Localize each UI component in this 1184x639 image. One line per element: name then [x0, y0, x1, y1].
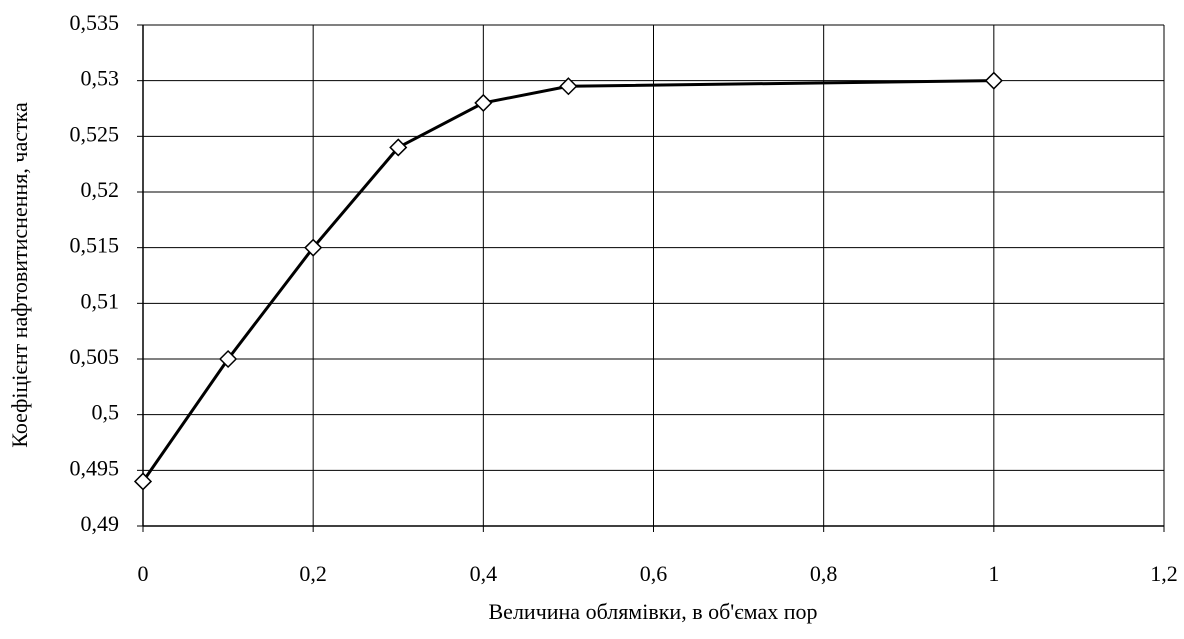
- x-tick-label: 0,6: [640, 561, 668, 586]
- y-tick-label: 0,52: [81, 177, 120, 202]
- y-tick-label: 0,5: [92, 400, 120, 425]
- y-axis-label: Коефіцієнт нафтовитиснення, частка: [7, 102, 32, 448]
- x-axis-label: Величина облямівки, в об'ємах пор: [489, 599, 818, 624]
- x-tick-label: 1: [988, 561, 999, 586]
- line: [141, 79, 994, 483]
- x-tick-label: 0,2: [299, 561, 327, 586]
- x-tick-label: 1,2: [1150, 561, 1178, 586]
- marker: [984, 71, 1003, 90]
- y-tick-label: 0,515: [70, 233, 120, 258]
- marker: [389, 138, 408, 157]
- y-tick-label: 0,53: [81, 66, 120, 91]
- marker: [559, 77, 578, 96]
- x-tick-label: 0,4: [470, 561, 498, 586]
- marker: [474, 93, 493, 112]
- y-tick-label: 0,525: [70, 121, 120, 146]
- marker: [304, 238, 323, 257]
- y-tick-label: 0,495: [70, 455, 120, 480]
- y-tick-label: 0,535: [70, 10, 120, 35]
- marker: [219, 349, 238, 369]
- y-tick-label: 0,51: [81, 288, 120, 313]
- x-tick-label: 0: [138, 561, 149, 586]
- x-tick-label: 0,8: [810, 561, 838, 586]
- y-tick-label: 0,49: [81, 511, 120, 536]
- y-tick-label: 0,505: [70, 344, 120, 369]
- marker: [133, 472, 153, 491]
